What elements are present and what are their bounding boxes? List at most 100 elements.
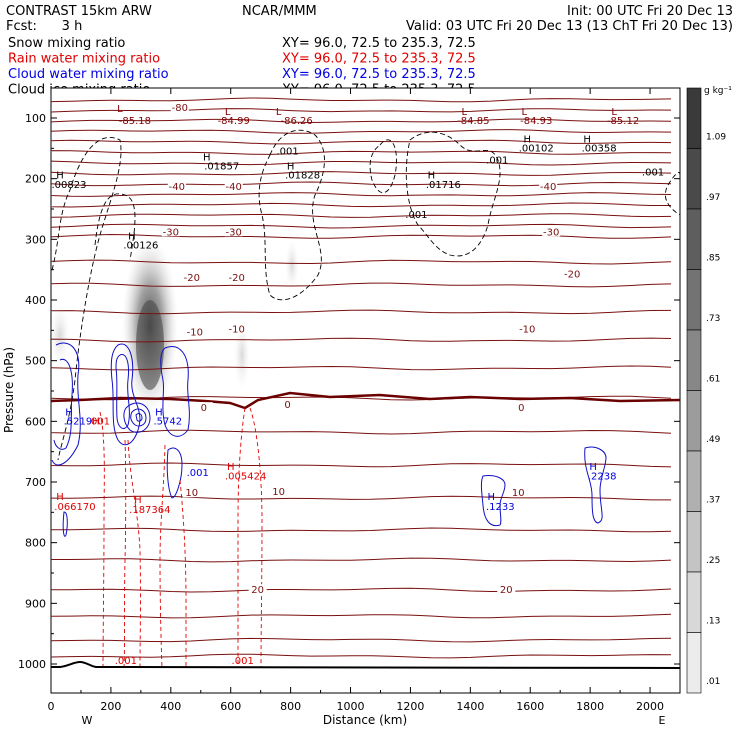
snow-shade-3 — [285, 240, 299, 290]
temperature-isotherms — [51, 97, 680, 659]
cloud-water-contour — [53, 358, 73, 450]
extremum-label: L — [521, 107, 527, 118]
extremum-label: H — [65, 407, 73, 418]
cloud-water-contour — [480, 475, 506, 527]
isotherm-label-bg — [194, 402, 213, 413]
colorbar-tick-label: .85 — [706, 253, 720, 263]
rain-water-contour — [99, 411, 105, 669]
extremum-label: H — [287, 162, 295, 173]
isotherm-label-bg — [278, 399, 297, 410]
isotherm-line — [51, 171, 672, 176]
extremum-label: L — [276, 107, 282, 118]
colorbar-tick-label: .49 — [706, 435, 721, 445]
y-tick-label: 300 — [25, 233, 46, 246]
isotherm-label: -30 — [226, 227, 242, 238]
extremum-label: .001 — [115, 656, 137, 667]
extremum-label: .00102 — [519, 143, 554, 154]
field-legend-xy: XY= 96.0, 72.5 to 235.3, 72.5 — [282, 67, 476, 82]
colorbar-swatch — [686, 269, 702, 331]
isotherm-label: -40 — [226, 182, 242, 193]
isotherm-label: -30 — [543, 227, 559, 238]
extremum-label: H — [589, 462, 597, 473]
isotherm-label: -40 — [169, 182, 185, 193]
extremum-label: .001 — [642, 168, 664, 179]
extremum-label: L — [611, 107, 617, 118]
field-legend-xy: XY= 96.0, 72.5 to 235.3, 72.5 — [282, 36, 476, 51]
extremum-label: .001 — [187, 468, 209, 479]
colorbar-tick-label: .25 — [706, 556, 720, 566]
rain-water-contour — [159, 444, 166, 669]
extremum-label: .01716 — [426, 180, 461, 191]
isotherm-labels: -80 -40 -40 -40 -30 -30 -30 -20 -20 -20 -10 -10 -10 0… — [161, 101, 582, 596]
extremum-label: H — [488, 492, 496, 503]
x-tick-label: 800 — [280, 700, 301, 713]
y-tick-label: 500 — [25, 355, 46, 368]
cloud-water-contour — [135, 413, 143, 422]
snow-shade-2 — [234, 320, 250, 390]
isotherm-line — [51, 213, 672, 218]
extremum-label: H — [155, 407, 163, 418]
colorbar-tick-label: 1.09 — [706, 132, 726, 142]
isotherm-line — [51, 495, 671, 501]
colorbar-swatch — [686, 390, 702, 452]
isotherm-line — [51, 129, 672, 134]
extremum-label: -84.85 — [457, 116, 489, 127]
cloud-water-contour — [51, 342, 81, 466]
field-legend-name: Cloud water mixing ratio — [8, 67, 169, 82]
isotherm-label: 10 — [272, 487, 285, 498]
cloud-water-contour — [130, 408, 147, 427]
colorbar: 1.09 .97 .85 .73 .61 .49 .37 .25 .13 .01 — [686, 87, 726, 694]
colorbar-swatch — [686, 632, 702, 694]
isotherm-label: 20 — [251, 585, 264, 596]
isotherm-line — [51, 282, 672, 288]
y-tick-label: 900 — [25, 597, 46, 610]
colorbar-swatch — [686, 571, 702, 633]
isotherm-line — [51, 202, 671, 208]
colorbar-tick-label: .61 — [706, 374, 720, 384]
isotherm-label-bg — [248, 584, 267, 595]
isotherm-line — [51, 653, 672, 659]
y-axis-title: Pressure (hPa) — [2, 347, 16, 433]
y-tick-label: 1000 — [18, 658, 46, 671]
y-tick-label: 100 — [25, 112, 46, 125]
isotherm-line — [51, 259, 672, 265]
isotherm-label-bg — [512, 402, 531, 413]
extremum-label: H — [523, 134, 531, 145]
isotherm-label-bg — [227, 271, 246, 282]
cloud-water-contour — [123, 402, 151, 433]
isotherm-line — [51, 139, 672, 145]
extremum-label: H — [134, 495, 142, 506]
y-tick-label: 600 — [25, 415, 46, 428]
extremum-label: .5219 — [64, 416, 93, 427]
snow-core-shade — [136, 300, 164, 390]
freezing-line — [51, 391, 680, 410]
field-legend-name: Snow mixing ratio — [8, 36, 125, 51]
extremum-label: H — [92, 416, 100, 427]
extremum-label: .2238 — [588, 472, 617, 483]
colorbar-tick-label: .37 — [706, 495, 720, 505]
extremum-label: .187364 — [129, 505, 170, 516]
colorbar-swatch — [686, 511, 702, 573]
cloud-water-contour — [166, 447, 183, 499]
cloud-ice-contour — [94, 193, 136, 261]
isotherm-label-bg — [167, 180, 186, 191]
isotherm-label: -10 — [519, 324, 535, 335]
isotherm-line — [51, 527, 672, 533]
x-tick-label: 1000 — [337, 700, 365, 713]
isotherm-line — [51, 192, 672, 197]
init-time: Init: 00 UTC Fri 20 Dec 13 — [567, 4, 733, 19]
x-tick-label: 200 — [100, 700, 121, 713]
isotherm-label: 10 — [512, 488, 525, 499]
east-label: E — [659, 714, 666, 727]
x-tick-label: 1200 — [396, 700, 424, 713]
isotherm-label: 20 — [500, 585, 513, 596]
colorbar-tick-label: .01 — [706, 677, 720, 687]
isotherm-line — [51, 108, 672, 113]
extremum-label: L — [462, 107, 468, 118]
extremum-label: -85.12 — [607, 116, 639, 127]
isotherm-line — [51, 181, 672, 187]
x-tick-label: 2000 — [636, 700, 664, 713]
x-axis-title: Distance (km) — [323, 713, 407, 727]
cloud-water-contour — [62, 511, 68, 537]
